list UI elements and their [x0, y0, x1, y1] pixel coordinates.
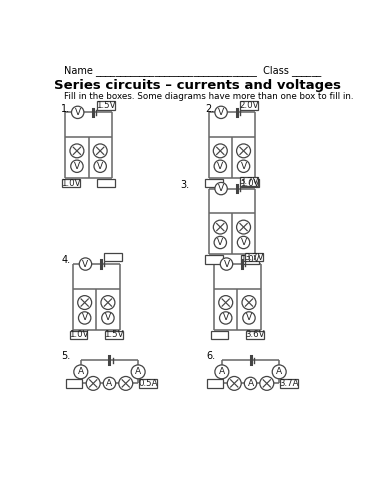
Text: 5.: 5.	[61, 352, 71, 362]
Text: 2.0V: 2.0V	[239, 101, 259, 110]
Circle shape	[272, 365, 286, 379]
Bar	[205, 179, 223, 188]
Bar	[66, 379, 81, 388]
Text: 4.: 4.	[61, 255, 71, 265]
Text: V: V	[105, 314, 111, 322]
Text: 3.6V: 3.6V	[245, 330, 265, 340]
Circle shape	[244, 377, 257, 390]
Circle shape	[71, 160, 83, 172]
Text: A: A	[219, 368, 225, 376]
Bar	[240, 178, 258, 186]
Text: V: V	[217, 238, 223, 247]
Circle shape	[93, 144, 107, 158]
Circle shape	[237, 236, 250, 248]
Circle shape	[119, 376, 133, 390]
Circle shape	[227, 376, 241, 390]
Text: 1.0V: 1.0V	[240, 178, 259, 188]
Circle shape	[131, 365, 145, 379]
Text: 3.7A: 3.7A	[279, 379, 299, 388]
Circle shape	[219, 296, 233, 310]
Circle shape	[242, 296, 256, 310]
Circle shape	[78, 312, 91, 324]
Circle shape	[86, 376, 100, 390]
Bar	[246, 330, 264, 339]
Text: 2.: 2.	[205, 104, 214, 114]
Bar	[207, 379, 223, 388]
Text: Series circuits – currents and voltages: Series circuits – currents and voltages	[54, 79, 341, 92]
Bar	[280, 379, 298, 388]
Text: V: V	[74, 162, 80, 171]
Circle shape	[243, 312, 255, 324]
Text: V: V	[217, 162, 223, 171]
Text: 0.5A: 0.5A	[139, 379, 158, 388]
Bar	[62, 179, 80, 188]
Circle shape	[237, 160, 250, 172]
Circle shape	[237, 220, 251, 234]
Text: V: V	[218, 108, 224, 117]
Text: Name _________________________________  Class ______: Name _________________________________ C…	[64, 66, 321, 76]
Bar	[97, 179, 115, 188]
Circle shape	[215, 365, 229, 379]
Text: V: V	[82, 260, 88, 268]
Circle shape	[215, 106, 227, 118]
Text: A: A	[107, 379, 113, 388]
Circle shape	[103, 377, 116, 390]
Circle shape	[71, 106, 84, 118]
Circle shape	[213, 220, 227, 234]
Text: 3.7V: 3.7V	[245, 252, 264, 262]
Text: 6.: 6.	[207, 352, 215, 362]
Text: V: V	[81, 314, 88, 322]
Text: V: V	[246, 314, 252, 322]
Text: 1.5V: 1.5V	[104, 330, 124, 340]
Text: V: V	[240, 162, 247, 171]
Text: A: A	[135, 368, 141, 376]
Text: V: V	[240, 238, 247, 247]
Bar	[245, 253, 263, 262]
Text: A: A	[78, 368, 84, 376]
Circle shape	[237, 144, 251, 158]
Text: A: A	[247, 379, 254, 388]
Circle shape	[220, 312, 232, 324]
Circle shape	[260, 376, 274, 390]
Text: 1.: 1.	[61, 104, 71, 114]
Text: 1.0V: 1.0V	[240, 255, 259, 264]
Bar	[205, 255, 223, 264]
Text: V: V	[223, 260, 230, 268]
Circle shape	[94, 160, 107, 172]
Text: 3.: 3.	[180, 180, 189, 190]
Text: 1.5V: 1.5V	[96, 101, 115, 110]
Bar	[241, 179, 259, 188]
Text: 1.0V: 1.0V	[61, 178, 80, 188]
Bar	[211, 330, 229, 339]
Text: V: V	[218, 184, 224, 193]
Circle shape	[220, 258, 233, 270]
Bar	[241, 255, 259, 264]
Text: V: V	[223, 314, 229, 322]
Bar	[105, 330, 123, 339]
Bar	[69, 330, 87, 339]
Circle shape	[213, 144, 227, 158]
Circle shape	[101, 296, 115, 310]
Circle shape	[215, 182, 227, 194]
Circle shape	[102, 312, 114, 324]
Bar	[240, 101, 258, 110]
Circle shape	[79, 258, 91, 270]
Circle shape	[214, 160, 227, 172]
Text: V: V	[74, 108, 81, 117]
Bar	[96, 101, 115, 110]
Text: 1.0V: 1.0V	[69, 330, 88, 340]
Text: A: A	[276, 368, 282, 376]
Text: V: V	[97, 162, 103, 171]
Circle shape	[78, 296, 91, 310]
Bar	[139, 379, 157, 388]
Circle shape	[74, 365, 88, 379]
Bar	[105, 253, 122, 262]
Circle shape	[70, 144, 84, 158]
Circle shape	[214, 236, 227, 248]
Text: 3.7V: 3.7V	[239, 177, 259, 186]
Text: Fill in the boxes. Some diagrams have more than one box to fill in.: Fill in the boxes. Some diagrams have mo…	[64, 92, 353, 100]
